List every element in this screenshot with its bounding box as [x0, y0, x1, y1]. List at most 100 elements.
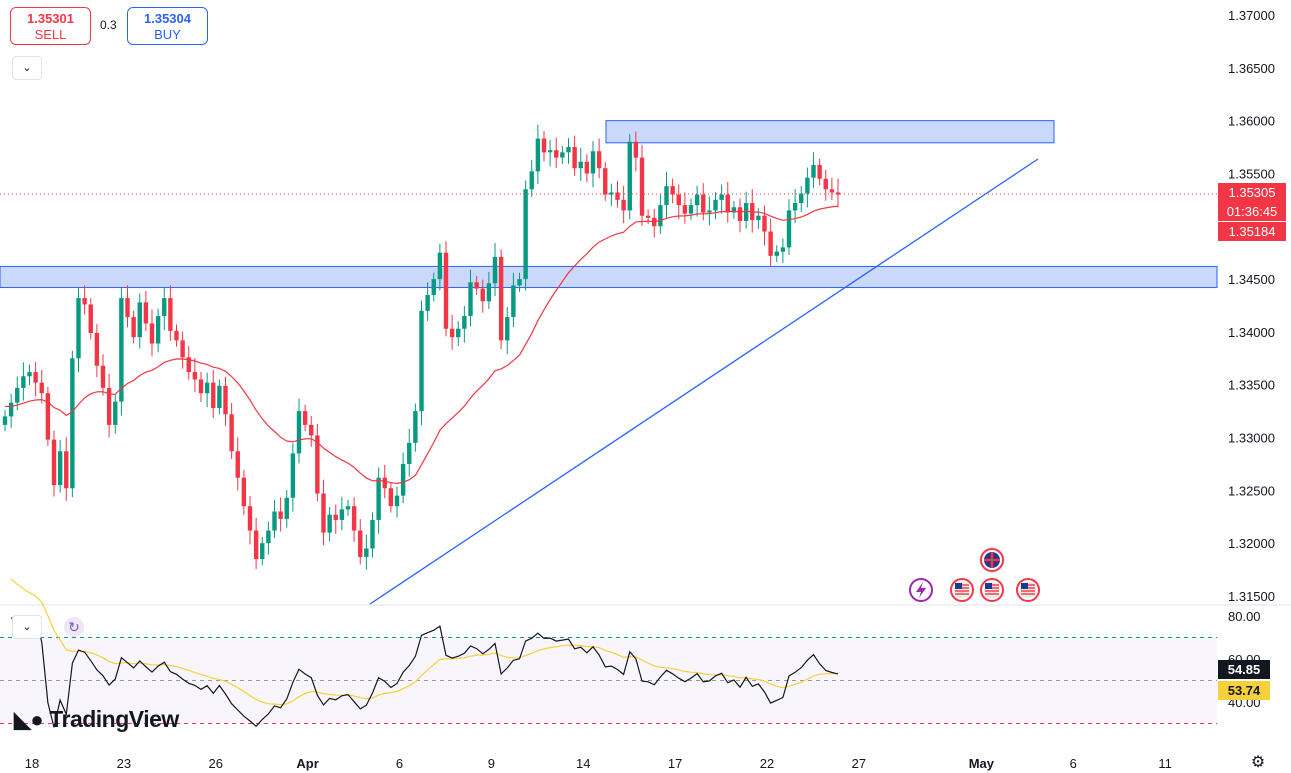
candle-body: [302, 411, 308, 425]
tradingview-logo: ◣● TradingView: [14, 706, 179, 733]
candle-body: [131, 317, 136, 338]
candle-body: [253, 530, 259, 560]
lightning-icon: [909, 578, 933, 602]
candle-body: [235, 451, 240, 478]
price-axis: 1.370001.365001.360001.355001.350001.345…: [1228, 8, 1275, 604]
sell-price: 1.35301: [27, 11, 74, 26]
price-tick-label: 1.35500: [1228, 166, 1275, 181]
candle-body: [658, 205, 663, 227]
price-tick-label: 1.36500: [1228, 61, 1275, 76]
candle-body: [284, 497, 289, 519]
candle-body: [339, 509, 345, 520]
candle-body: [76, 298, 81, 359]
candle-body: [57, 451, 63, 486]
candle-body: [345, 506, 351, 510]
sell-label: SELL: [34, 27, 67, 42]
candle-body: [247, 506, 253, 531]
candle-body: [584, 161, 590, 174]
candle-body: [2, 416, 8, 425]
candlestick-series: [2, 124, 841, 570]
candle-body: [474, 282, 479, 289]
gear-icon[interactable]: ⚙: [1250, 754, 1266, 771]
candle-body: [223, 385, 228, 415]
candle-body: [425, 294, 430, 311]
spread-value: 0.3: [100, 18, 117, 32]
rsi-tick-label: 80.00: [1228, 609, 1261, 624]
refresh-icon[interactable]: ↻: [64, 617, 84, 637]
candle-body: [792, 203, 798, 211]
candle-body: [94, 332, 100, 366]
sell-button[interactable]: 1.35301 SELL: [10, 7, 91, 45]
main-collapse-button[interactable]: ⌄: [12, 56, 42, 80]
chevron-down-icon: ⌄: [22, 62, 32, 74]
candle-body: [376, 477, 381, 520]
candle-body: [799, 193, 804, 204]
lightning-bolt: [916, 582, 926, 598]
candle-body: [462, 316, 467, 329]
candle-body: [315, 435, 320, 494]
candle-body: [627, 141, 632, 211]
candle-body: [664, 186, 669, 206]
buy-button[interactable]: 1.35304 BUY: [127, 7, 208, 45]
candle-body: [731, 207, 737, 213]
candle-body: [241, 477, 247, 507]
candle-body: [560, 152, 565, 158]
chevron-down-icon: ⌄: [22, 621, 32, 633]
candle-body: [786, 210, 792, 248]
time-tick-label: 27: [852, 756, 866, 771]
candle-body: [370, 519, 375, 549]
economic-events: [909, 548, 1040, 602]
time-tick-label: 23: [117, 756, 131, 771]
candle-body: [388, 488, 394, 507]
price-tick-label: 1.31500: [1228, 589, 1275, 604]
price-tick-label: 1.33500: [1228, 378, 1275, 393]
candle-body: [272, 511, 277, 531]
candle-body: [505, 317, 510, 341]
us-flag-icon: [1016, 578, 1040, 602]
candle-body: [817, 165, 822, 179]
rsi-collapse-button[interactable]: ⌄: [12, 615, 42, 639]
time-tick-label: 26: [209, 756, 223, 771]
candle-body: [713, 199, 718, 211]
candle-body: [578, 161, 583, 169]
candle-body: [756, 215, 761, 220]
candle-body: [707, 210, 712, 213]
candle-body: [603, 168, 608, 195]
candle-body: [517, 279, 522, 286]
candle-body: [211, 382, 216, 408]
price-tick-label: 1.32000: [1228, 536, 1275, 551]
candle-body: [321, 493, 326, 533]
candle-body: [554, 150, 559, 158]
ascending-trendline: [369, 158, 1039, 605]
candle-body: [535, 138, 541, 172]
time-tick-label: 17: [668, 756, 682, 771]
time-tick-label: 11: [1158, 756, 1172, 771]
countdown-tag: 01:36:45: [1218, 202, 1286, 221]
candle-body: [45, 393, 51, 440]
candle-body: [688, 205, 694, 214]
candle-body: [113, 401, 118, 425]
time-tick-label: 14: [576, 756, 590, 771]
candle-body: [443, 252, 449, 329]
rsi-ma-line: [10, 578, 839, 706]
candle-body: [780, 247, 786, 252]
candle-body: [309, 424, 314, 436]
candle-body: [106, 387, 112, 425]
candle-body: [823, 178, 828, 190]
candle-body: [260, 543, 265, 560]
candle-body: [633, 141, 639, 158]
moving-average-line: [4, 205, 839, 485]
candle-body: [364, 548, 369, 557]
us-flag-icon: [980, 578, 1004, 602]
candle-body: [192, 372, 198, 380]
time-tick-label: 18: [25, 756, 39, 771]
candle-body: [670, 186, 675, 195]
candle-body: [327, 514, 332, 533]
candle-body: [676, 194, 681, 206]
candle-body: [168, 298, 173, 331]
candle-body: [547, 150, 553, 153]
candle-body: [498, 256, 504, 341]
candle-body: [639, 157, 645, 216]
